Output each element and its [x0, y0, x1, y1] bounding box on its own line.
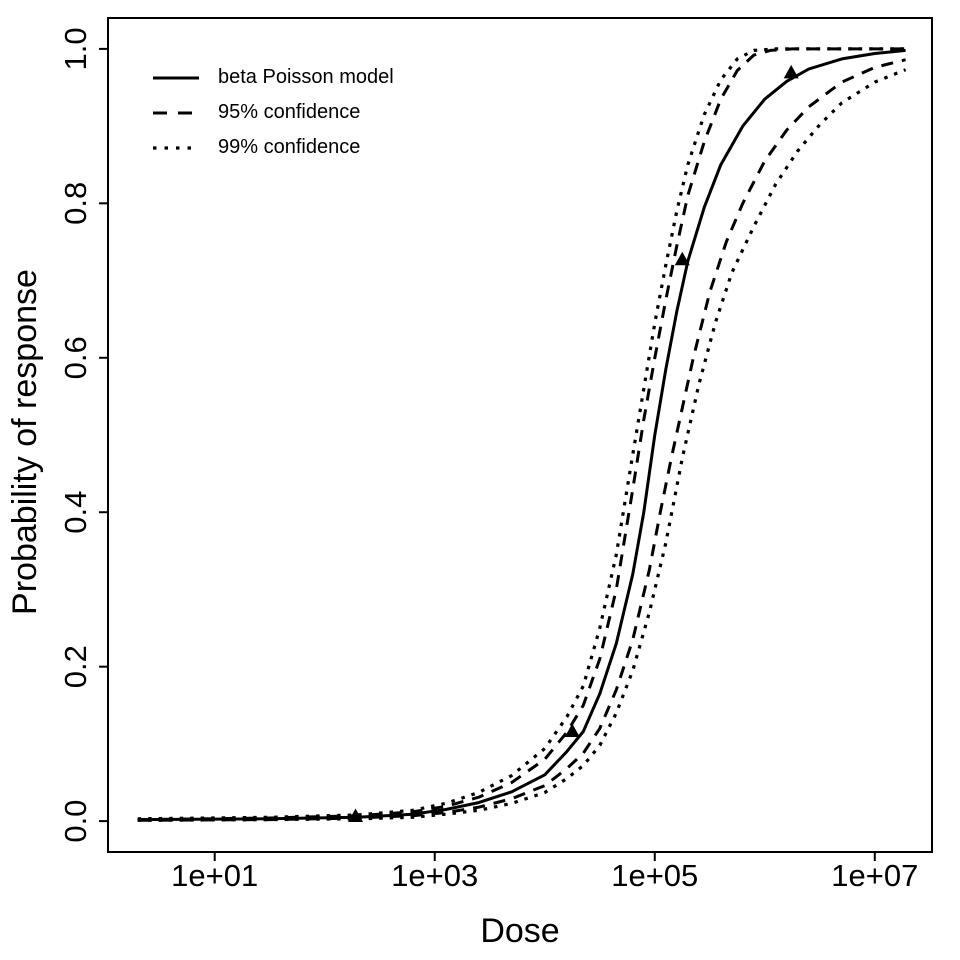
- x-axis-ticks: 1e+01 1e+03 1e+05 1e+07: [171, 852, 918, 893]
- x-tick-label: 1e+01: [171, 858, 258, 893]
- legend-label-95-confidence: 95% confidence: [218, 101, 361, 123]
- legend-item-95-confidence: 95% confidence: [152, 95, 394, 130]
- legend-label-beta-poisson-model: beta Poisson model: [218, 66, 394, 88]
- y-tick-label: 0.0: [58, 800, 93, 843]
- curve-ci95-upper: [137, 47, 906, 822]
- legend-label-99-confidence: 99% confidence: [218, 136, 361, 158]
- curve-ci99-lower: [137, 68, 907, 822]
- legend: beta Poisson model 95% confidence 99% co…: [152, 60, 394, 165]
- y-tick-label: 0.6: [58, 336, 93, 379]
- curve-beta-poisson: [137, 48, 906, 822]
- triangle-data-point: [674, 251, 690, 266]
- y-tick-label: 0.2: [58, 645, 93, 688]
- dotted-line-icon: [153, 145, 199, 150]
- x-axis-title: Dose: [480, 912, 559, 950]
- legend-item-99-confidence: 99% confidence: [152, 130, 394, 165]
- x-tick-label: 1e+07: [831, 858, 918, 893]
- x-tick-label: 1e+03: [391, 858, 478, 893]
- plot-border: [107, 17, 933, 853]
- y-tick-label: 0.4: [58, 491, 93, 534]
- y-tick-label: 0.8: [58, 182, 93, 225]
- legend-item-beta-poisson-model: beta Poisson model: [152, 60, 394, 95]
- observed-data-points: [348, 64, 799, 822]
- curve-lines: [137, 47, 907, 822]
- triangle-data-point: [783, 64, 799, 79]
- curve-ci95-lower: [137, 58, 906, 822]
- curve-ci99-upper: [137, 47, 906, 821]
- y-axis-title: Probability of response: [6, 269, 44, 615]
- triangle-data-point: [348, 808, 364, 822]
- y-axis-ticks: 0.0 0.2 0.4 0.6 0.8 1.0: [58, 27, 108, 843]
- y-tick-label: 1.0: [58, 27, 93, 70]
- solid-line-icon: [153, 76, 199, 79]
- x-tick-label: 1e+05: [611, 858, 698, 893]
- dashed-line-icon: [153, 111, 199, 114]
- triangle-data-point: [564, 723, 580, 738]
